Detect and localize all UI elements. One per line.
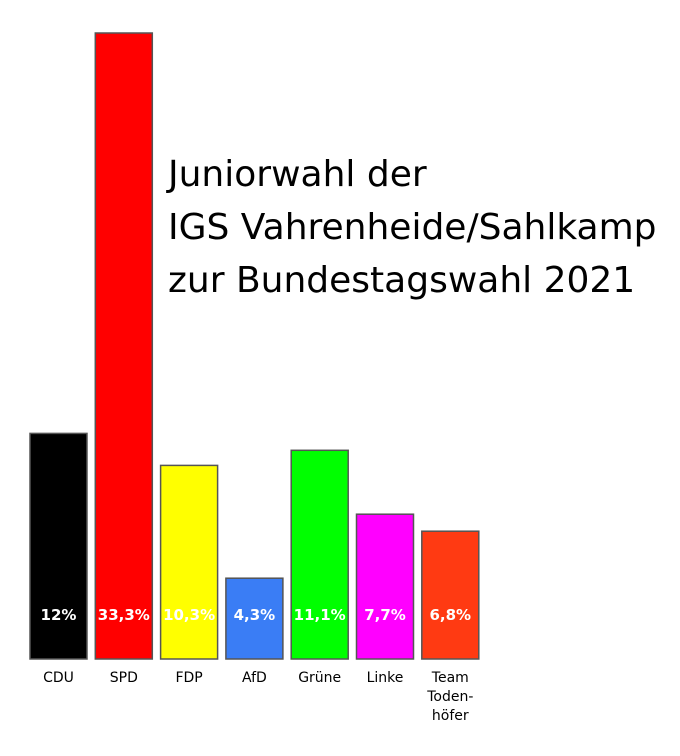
bar-cdu — [29, 432, 88, 660]
chart-title-line-3: zur Bundestagswahl 2021 — [168, 260, 636, 301]
category-label-line: Team — [431, 670, 469, 686]
chart-title-line-1: Juniorwahl der — [168, 154, 427, 195]
category-label-gruene: Grüne — [298, 670, 341, 686]
category-label-cdu: CDU — [43, 670, 74, 686]
category-label-fdp: FDP — [175, 670, 202, 686]
category-label-line: AfD — [242, 670, 267, 686]
bar-spd — [94, 32, 154, 660]
value-label-cdu: 12% — [41, 606, 77, 624]
category-label-line: Linke — [367, 670, 404, 686]
bar-gruene — [290, 449, 349, 660]
category-label-afd: AfD — [242, 670, 267, 686]
chart-title: Juniorwahl der IGS Vahrenheide/Sahlkamp … — [168, 148, 668, 307]
value-label-team-todenhoefer: 6,8% — [429, 606, 471, 624]
category-label-line: Grüne — [298, 670, 341, 686]
category-label-line: höfer — [432, 708, 469, 724]
category-label-line: Toden- — [426, 689, 473, 705]
category-label-team-todenhoefer: Team Toden-höfer — [426, 670, 473, 724]
value-label-gruene: 11,1% — [294, 606, 346, 624]
value-label-afd: 4,3% — [234, 606, 276, 624]
bar-linke — [355, 513, 415, 660]
category-label-linke: Linke — [367, 670, 404, 686]
value-label-spd: 33,3% — [98, 606, 150, 624]
bar-fdp — [159, 464, 219, 660]
category-label-line: FDP — [175, 670, 202, 686]
chart-title-line-2: IGS Vahrenheide/Sahlkamp — [168, 207, 657, 248]
bar-afd — [225, 577, 284, 660]
category-label-spd: SPD — [110, 670, 138, 686]
category-label-line: SPD — [110, 670, 138, 686]
value-label-linke: 7,7% — [364, 606, 406, 624]
value-label-fdp: 10,3% — [163, 606, 215, 624]
bar-team-todenhoefer — [421, 530, 480, 660]
category-label-line: CDU — [43, 670, 74, 686]
